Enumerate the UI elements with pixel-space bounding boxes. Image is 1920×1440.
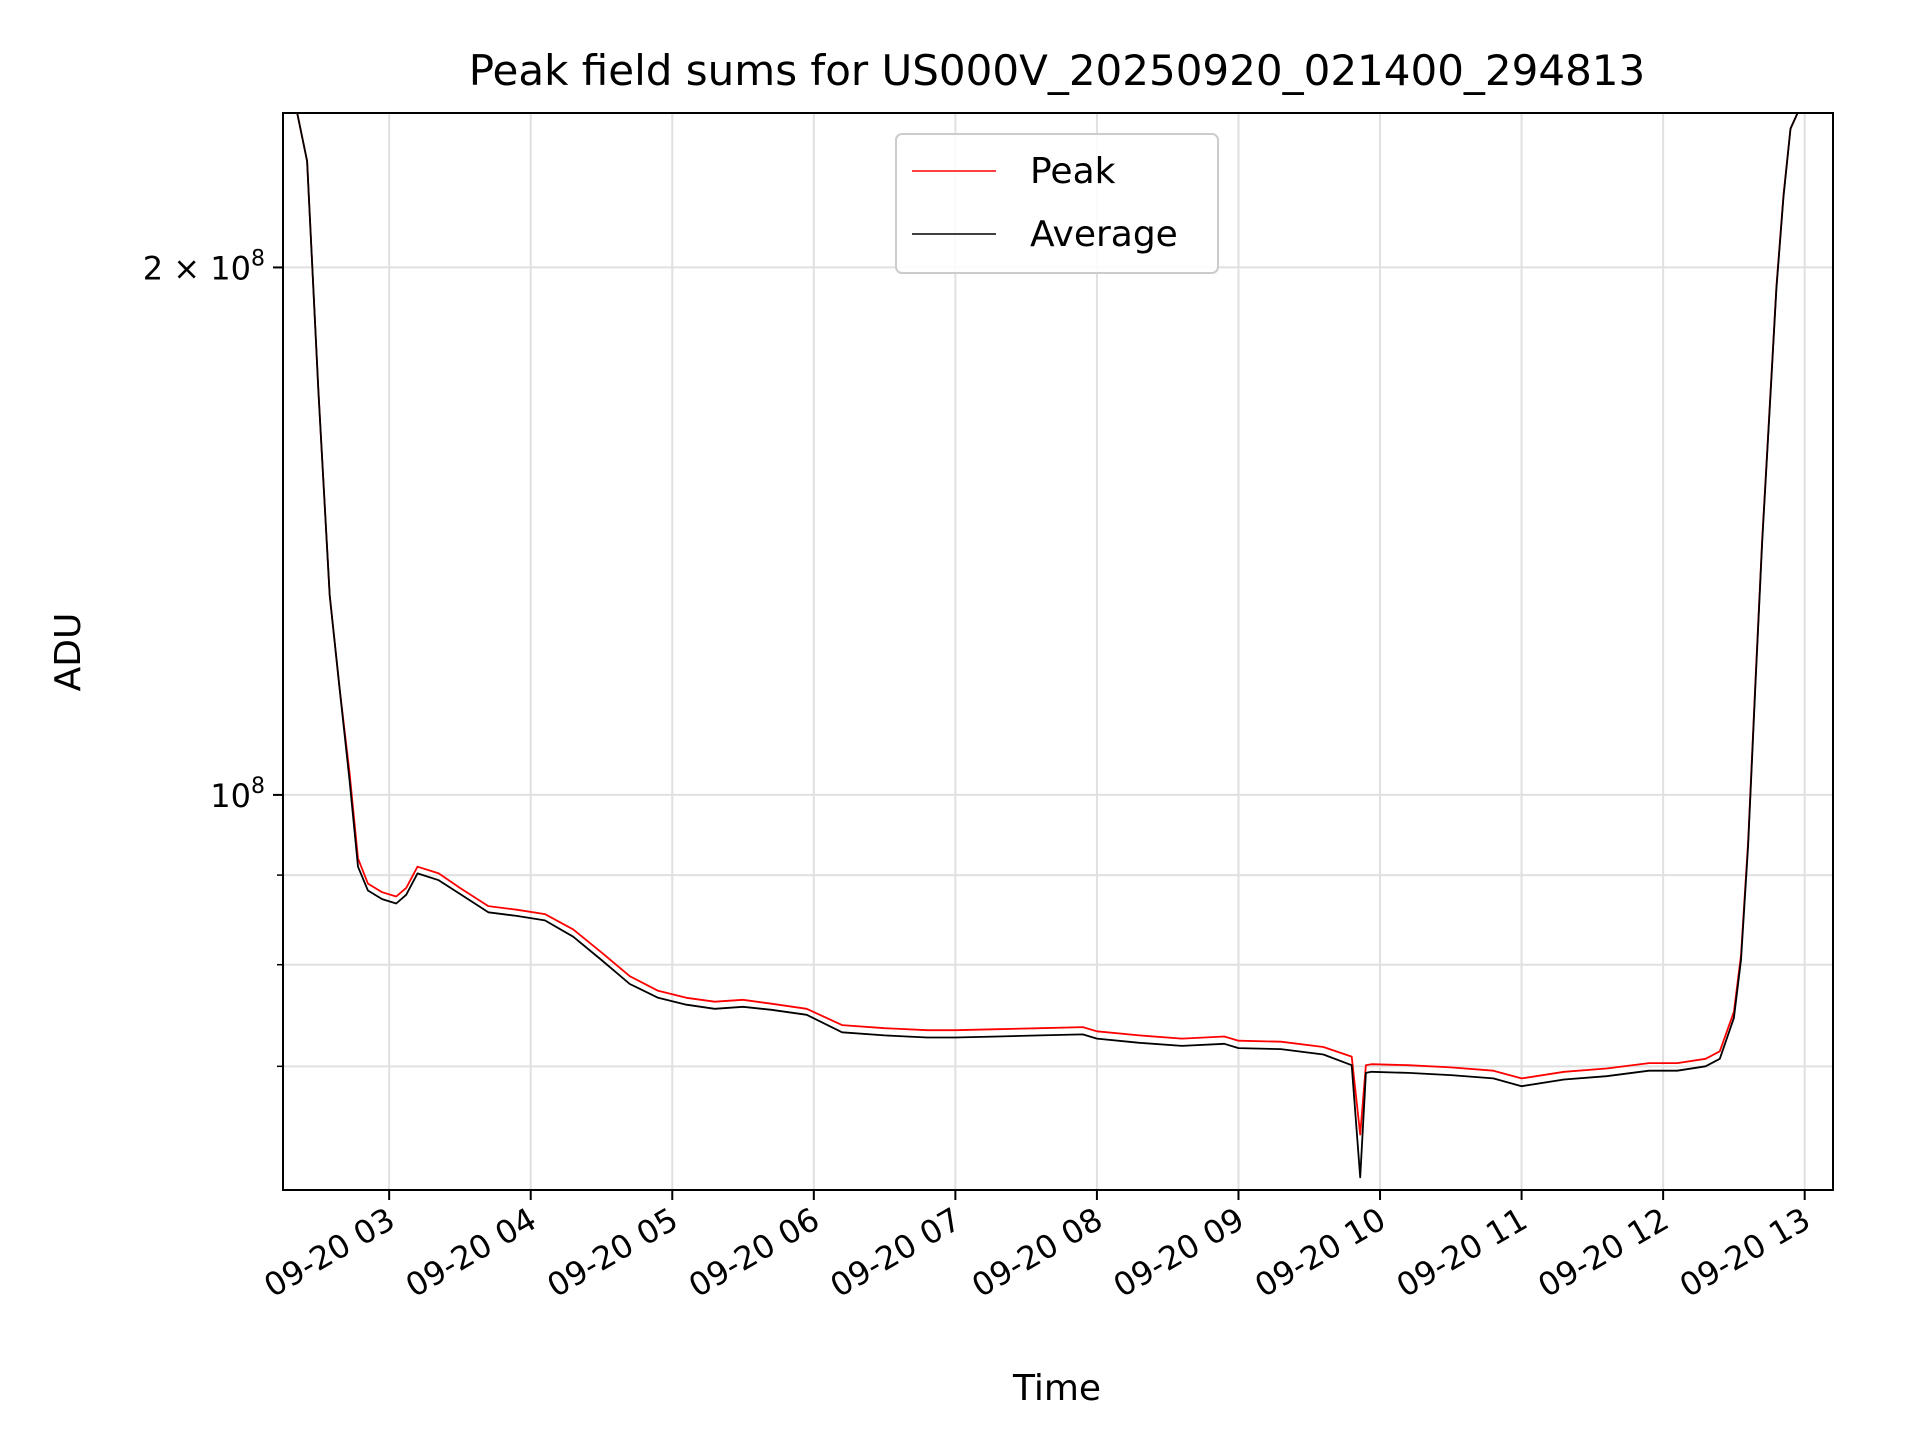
series-line-peak — [283, 113, 1833, 1136]
legend-box — [895, 133, 1219, 274]
plot-frame — [282, 112, 1834, 1191]
plot-background — [283, 113, 1833, 1190]
series-line-average — [283, 113, 1833, 1179]
x-axis-label: Time — [1012, 1368, 1101, 1409]
y-tick-label: 108 — [210, 774, 265, 815]
chart-title: Peak field sums for US000V_20250920_0214… — [469, 46, 1646, 95]
legend-peak-label: Peak — [1030, 151, 1116, 192]
grid — [283, 113, 1833, 1190]
series-layer — [283, 113, 1833, 1179]
y-axis-label: ADU — [48, 613, 89, 692]
y-axis: 108 2 × 108 — [143, 246, 283, 1068]
y-tick-label: 2 × 108 — [143, 246, 265, 287]
legend: Peak Average — [895, 133, 1219, 274]
legend-average-label: Average — [1030, 214, 1178, 255]
